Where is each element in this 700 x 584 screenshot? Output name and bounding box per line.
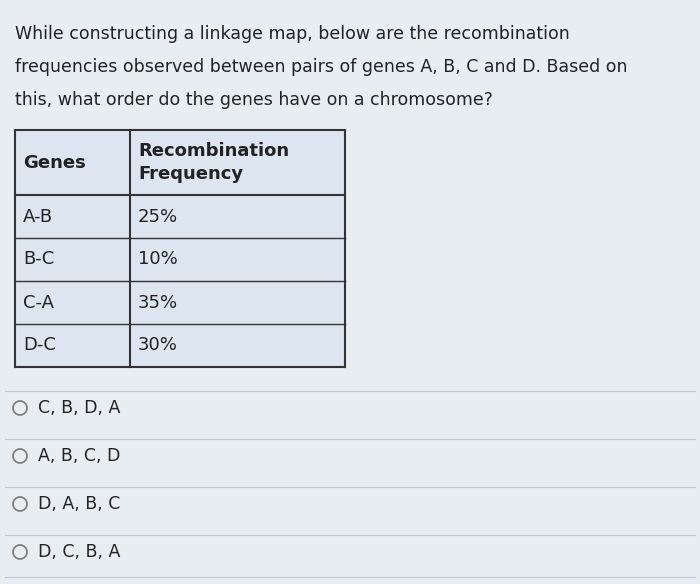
- Text: frequencies observed between pairs of genes A, B, C and D. Based on: frequencies observed between pairs of ge…: [15, 58, 627, 76]
- Text: Recombination
Frequency: Recombination Frequency: [138, 142, 289, 183]
- Text: 30%: 30%: [138, 336, 178, 354]
- Text: C, B, D, A: C, B, D, A: [38, 399, 120, 417]
- Text: B-C: B-C: [23, 251, 55, 269]
- Circle shape: [13, 449, 27, 463]
- Text: 35%: 35%: [138, 294, 178, 311]
- Text: D, C, B, A: D, C, B, A: [38, 543, 120, 561]
- Text: While constructing a linkage map, below are the recombination: While constructing a linkage map, below …: [15, 25, 570, 43]
- Text: Genes: Genes: [23, 154, 85, 172]
- Circle shape: [13, 401, 27, 415]
- Text: A-B: A-B: [23, 207, 53, 225]
- Text: D-C: D-C: [23, 336, 56, 354]
- Text: 10%: 10%: [138, 251, 178, 269]
- Text: D, A, B, C: D, A, B, C: [38, 495, 120, 513]
- Text: 25%: 25%: [138, 207, 178, 225]
- Text: C-A: C-A: [23, 294, 54, 311]
- Bar: [15, 130, 345, 367]
- Circle shape: [13, 545, 27, 559]
- Text: A, B, C, D: A, B, C, D: [38, 447, 120, 465]
- Text: this, what order do the genes have on a chromosome?: this, what order do the genes have on a …: [15, 91, 493, 109]
- Circle shape: [13, 497, 27, 511]
